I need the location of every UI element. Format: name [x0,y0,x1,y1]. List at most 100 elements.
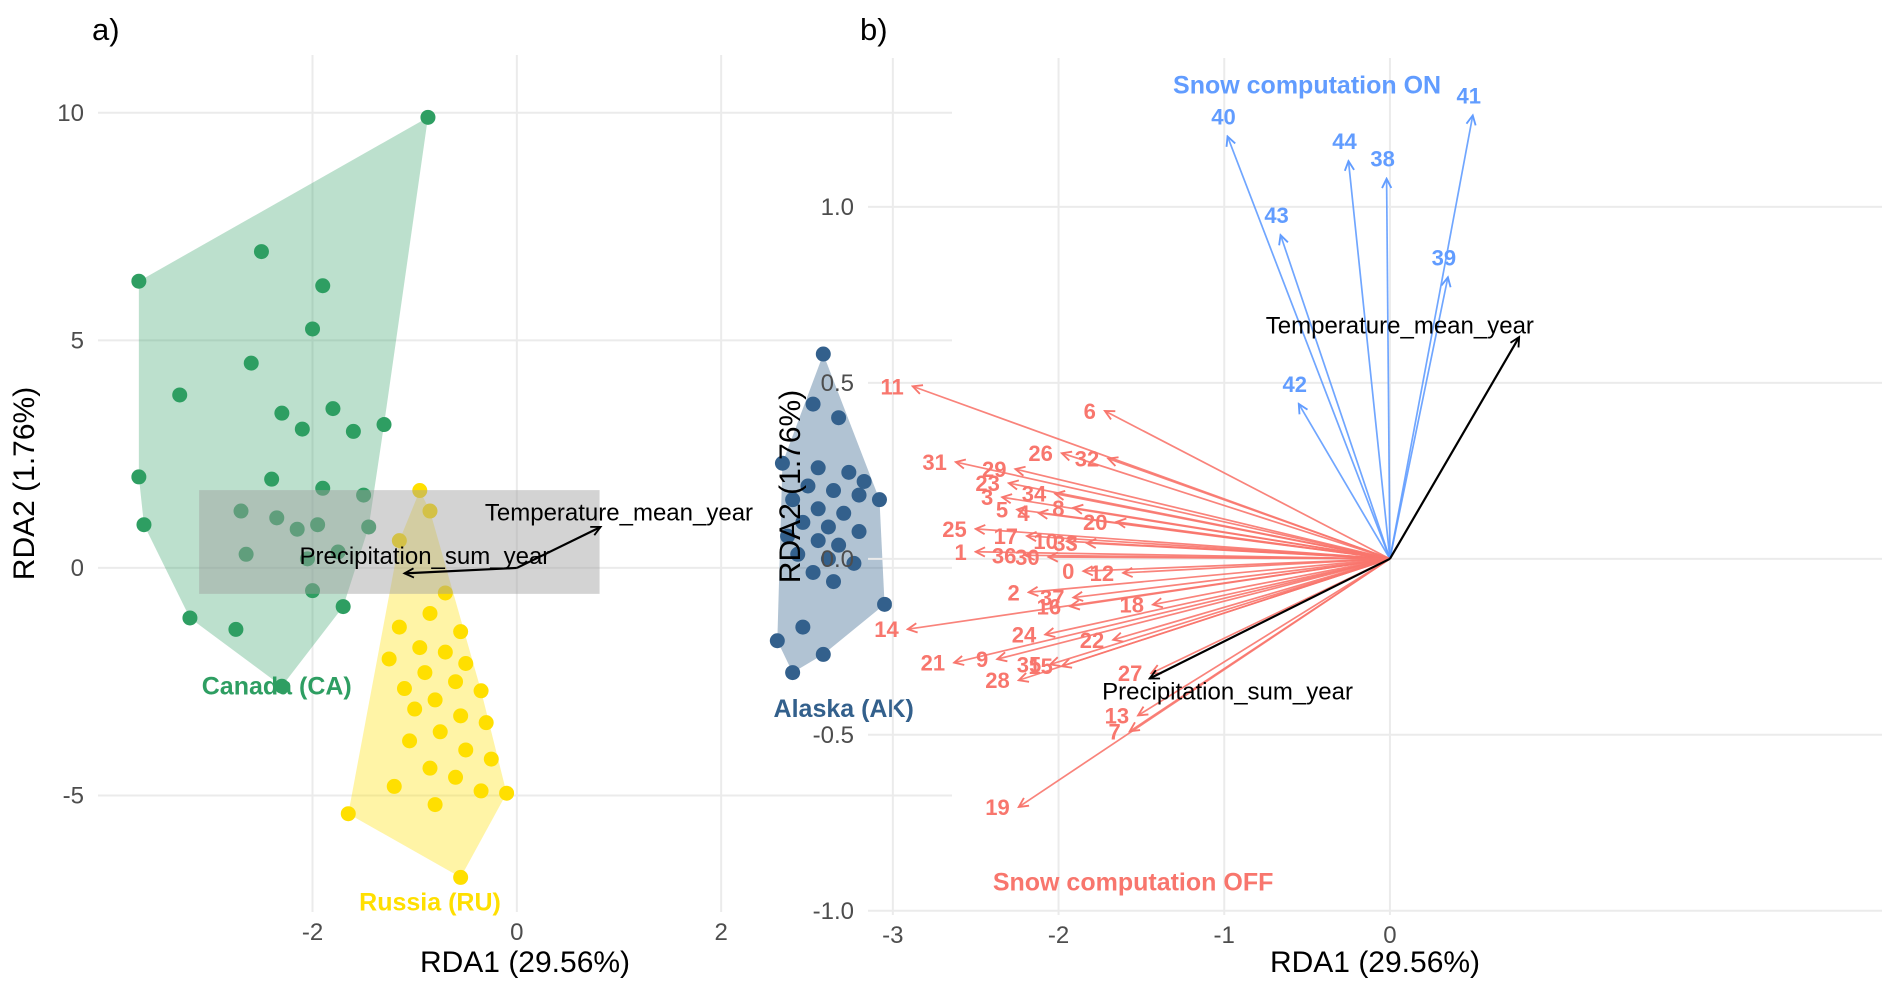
arrow-number-label: 3 [981,485,993,510]
data-point [376,417,392,433]
data-point [417,665,433,681]
data-point [499,785,515,801]
x-axis-title: RDA1 (29.56%) [1270,946,1480,979]
data-point [422,605,438,621]
data-point [356,487,372,503]
arrow-number-label: 17 [994,524,1018,549]
arrow-number-label: 19 [985,795,1009,820]
loading-arrow-44 [1348,161,1391,559]
arrow-number-label: 15 [1028,654,1052,679]
loading-arrow-26 [1062,453,1391,560]
arrow-number-label: 37 [1040,586,1064,611]
arrow-number-label: 7 [1109,719,1121,744]
data-point [800,478,816,494]
data-point [785,492,801,508]
env-arrow [516,527,601,569]
arrow-number-label: 20 [1083,510,1107,535]
loading-arrow-24 [1045,557,1391,635]
y-tick-label: 10 [57,100,84,127]
data-point [831,537,847,553]
data-point [253,244,269,260]
data-point [264,471,280,487]
data-point [305,321,321,337]
data-point [269,510,285,526]
loading-arrow-39 [1389,277,1448,559]
data-point [335,599,351,615]
y-axis-title: RDA2 (1.76%) [774,390,807,583]
convex-hull [138,117,428,687]
panel-label: a) [92,12,120,47]
data-point [422,503,438,519]
arrow-number-label: 36 [992,543,1016,568]
data-point [453,708,469,724]
arrow-number-label: 22 [1080,628,1104,653]
env-arrow [404,566,517,573]
arrow-number-label: 2 [1007,580,1019,605]
data-point [780,528,796,544]
arrow-number-label: 18 [1119,593,1143,618]
y-tick-label: 0.0 [821,546,854,573]
data-point [243,355,259,371]
loading-arrow-13 [1138,558,1391,716]
data-point [769,633,785,649]
y-tick-label: 1.0 [821,194,854,221]
loading-arrow-2 [1029,557,1390,592]
loading-arrow-41 [1389,115,1473,559]
y-tick-label: 0 [71,555,84,582]
arrow-number-label: 8 [1052,496,1064,521]
data-point [289,521,305,537]
arrow-number-label: 21 [921,651,945,676]
arrow-number-label: 27 [1118,661,1142,686]
loading-arrow-6 [1105,411,1391,560]
arrow-number-label: 29 [982,457,1006,482]
data-point [856,473,872,489]
convex-hull [777,354,885,673]
data-point [473,683,489,699]
data-point [391,533,407,549]
loading-arrow-43 [1281,235,1391,560]
data-point [274,678,290,694]
data-point [774,455,790,471]
arrow-number-label: 44 [1332,129,1357,154]
x-axis-title: RDA1 (29.56%) [420,946,630,979]
data-point [815,646,831,662]
data-point [831,410,847,426]
data-point [340,806,356,822]
data-point [345,423,361,439]
loading-arrow-32 [1108,459,1391,560]
data-point [826,483,842,499]
data-point [805,564,821,580]
data-point [427,797,443,813]
data-point [785,665,801,681]
env-arrow-label: Temperature_mean_year [1266,313,1534,340]
arrow-number-label: 32 [1075,447,1099,472]
arrow-number-label: 24 [1012,622,1037,647]
data-point [851,487,867,503]
x-tick-label: -2 [302,919,323,946]
data-point [810,501,826,517]
data-point [131,469,147,485]
env-arrow-label: Precipitation_sum_year [1102,679,1353,706]
loading-arrow-8 [1073,508,1391,560]
loading-arrow-34 [1055,494,1391,560]
loading-arrow-20 [1117,522,1391,560]
data-point [136,517,152,533]
group-label: Canada (CA) [202,672,352,700]
data-point [386,778,402,794]
data-point [841,464,857,480]
arrow-number-label: 5 [996,498,1008,523]
y-tick-label: 0.5 [821,370,854,397]
arrow-number-label: 16 [1037,594,1061,619]
y-tick-label: -1.0 [813,898,854,925]
y-tick-label: 5 [71,327,84,354]
y-tick-label: -5 [63,782,84,809]
arrow-number-label: 0 [1062,559,1074,584]
env-arrow-label: Temperature_mean_year [485,499,753,526]
arrow-number-label: 14 [874,617,899,642]
data-point [412,640,428,656]
loading-arrow-33 [1087,543,1390,560]
loading-arrow-40 [1228,136,1391,560]
data-point [422,760,438,776]
loading-arrow-18 [1153,557,1391,605]
